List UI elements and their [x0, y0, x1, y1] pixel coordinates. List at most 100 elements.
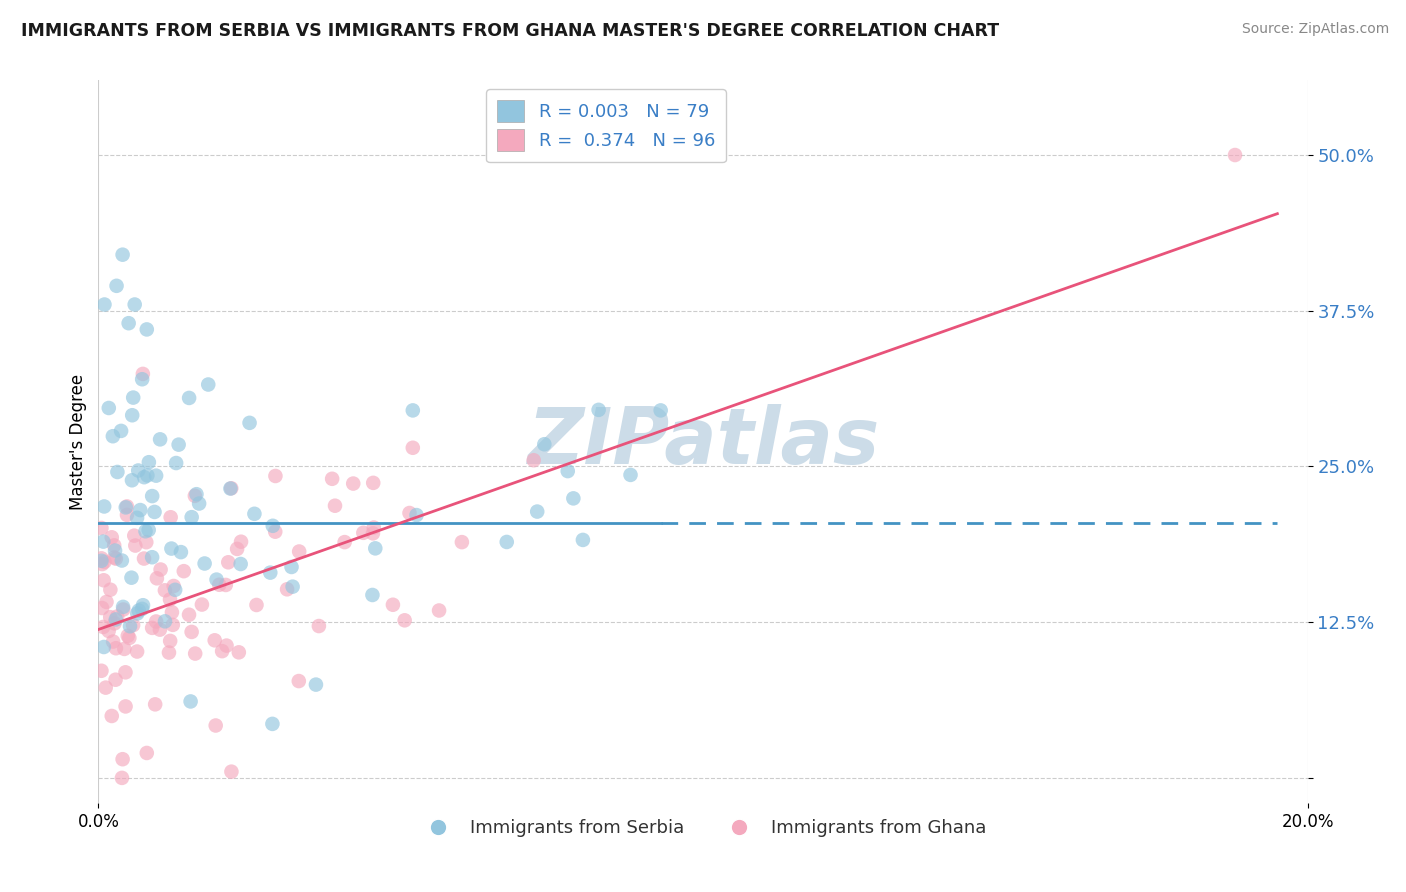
Point — [124, 297, 146, 311]
Point — [321, 472, 343, 486]
Point — [111, 771, 134, 785]
Point — [405, 508, 427, 522]
Point — [98, 582, 121, 597]
Point — [104, 543, 127, 558]
Point — [103, 616, 125, 631]
Point — [364, 541, 387, 556]
Point — [173, 564, 195, 578]
Point — [131, 602, 153, 616]
Point — [226, 541, 249, 556]
Point — [132, 599, 155, 613]
Point — [451, 535, 474, 549]
Point — [167, 437, 190, 451]
Point — [134, 524, 156, 539]
Point — [112, 641, 135, 656]
Point — [121, 571, 143, 585]
Point — [194, 557, 217, 571]
Legend: Immigrants from Serbia, Immigrants from Ghana: Immigrants from Serbia, Immigrants from … — [412, 812, 994, 845]
Point — [219, 481, 242, 495]
Point — [105, 278, 128, 293]
Point — [107, 465, 129, 479]
Point — [122, 391, 145, 405]
Point — [1223, 148, 1246, 162]
Point — [533, 437, 555, 451]
Point — [134, 470, 156, 484]
Point — [97, 624, 120, 638]
Point — [98, 610, 121, 624]
Point — [122, 618, 145, 632]
Point — [115, 508, 138, 522]
Point — [100, 709, 122, 723]
Point — [165, 582, 187, 597]
Point — [259, 566, 281, 580]
Point — [619, 467, 641, 482]
Point — [398, 506, 420, 520]
Point — [104, 641, 127, 656]
Point — [118, 316, 141, 330]
Point — [138, 455, 160, 469]
Point — [110, 424, 132, 438]
Point — [93, 640, 115, 654]
Point — [352, 525, 374, 540]
Point — [208, 578, 231, 592]
Point — [101, 429, 124, 443]
Point — [131, 372, 153, 386]
Point — [427, 603, 450, 617]
Point — [184, 489, 207, 503]
Point — [91, 620, 114, 634]
Point — [572, 533, 595, 547]
Point — [111, 553, 134, 567]
Point — [165, 456, 187, 470]
Point — [562, 491, 585, 506]
Point — [245, 598, 267, 612]
Point — [526, 505, 548, 519]
Point — [495, 535, 517, 549]
Point — [215, 639, 238, 653]
Point — [217, 555, 239, 569]
Point — [557, 464, 579, 478]
Point — [127, 607, 149, 621]
Point — [91, 601, 114, 615]
Point — [162, 618, 184, 632]
Point — [90, 551, 112, 566]
Point — [93, 500, 115, 514]
Point — [221, 764, 243, 779]
Point — [215, 578, 238, 592]
Point — [281, 580, 304, 594]
Point — [145, 468, 167, 483]
Point — [114, 699, 136, 714]
Point — [305, 677, 328, 691]
Point — [333, 535, 356, 549]
Point — [205, 573, 228, 587]
Point — [127, 644, 149, 658]
Point — [114, 665, 136, 680]
Point — [127, 463, 149, 477]
Y-axis label: Master's Degree: Master's Degree — [69, 374, 87, 509]
Point — [262, 717, 284, 731]
Point — [128, 604, 150, 618]
Point — [180, 624, 202, 639]
Point — [157, 646, 180, 660]
Point — [93, 534, 115, 549]
Point — [135, 322, 157, 336]
Point — [125, 511, 148, 525]
Point — [105, 609, 128, 624]
Point — [262, 518, 284, 533]
Point — [160, 605, 183, 619]
Point — [229, 534, 252, 549]
Point — [523, 453, 546, 467]
Point — [229, 557, 252, 571]
Point — [136, 468, 159, 483]
Point — [361, 475, 384, 490]
Point — [132, 551, 155, 566]
Point — [145, 615, 167, 629]
Point — [204, 633, 226, 648]
Point — [381, 598, 404, 612]
Point — [111, 752, 134, 766]
Point — [124, 539, 146, 553]
Point — [141, 550, 163, 565]
Point — [184, 647, 207, 661]
Point — [394, 613, 416, 627]
Point — [121, 473, 143, 487]
Point — [135, 535, 157, 549]
